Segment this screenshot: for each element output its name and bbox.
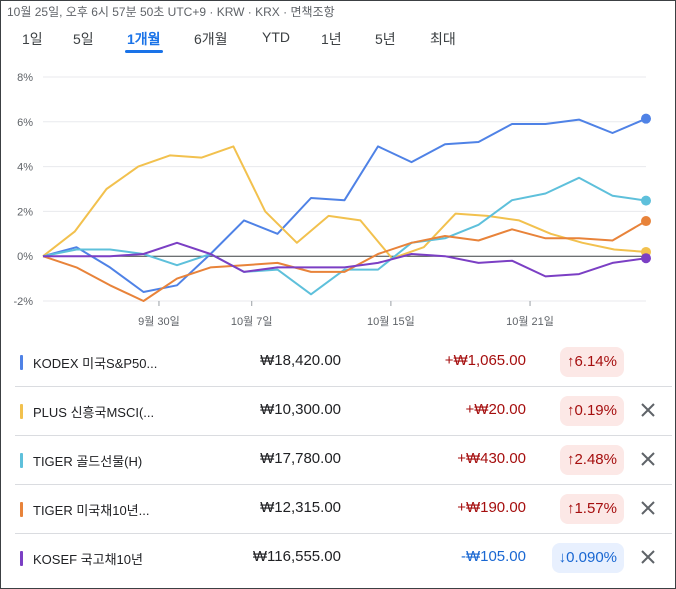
remove-close-icon[interactable] [639,499,657,517]
holding-change: -₩105.00 [460,548,526,565]
series-line [43,241,647,278]
remove-close-icon[interactable] [639,450,657,468]
tab-1y[interactable]: 1년 [321,31,342,47]
holding-row[interactable]: TIGER 미국채10년... ₩12,315.00 +₩190.00 ↑1.5… [15,485,672,534]
holding-price: ₩12,315.00 [260,499,341,516]
series-end-point [641,216,651,227]
percent-value: 0.19% [574,402,617,419]
arrow-up-icon: ↑ [566,402,575,419]
holding-name: PLUS 신흥국MSCI(... [33,405,155,420]
series-line [42,220,647,302]
x-tick-label: 10월 21일 [506,314,554,328]
series-color-swatch [20,453,23,468]
holding-name: TIGER 골드선물(H) [33,454,143,469]
series-end-point [641,195,651,206]
holding-name: TIGER 미국채10년... [33,503,150,518]
arrow-up-icon: ↑ [566,451,575,468]
series-color-swatch [20,404,23,419]
arrow-up-icon: ↑ [566,353,575,370]
tab-5d[interactable]: 5일 [73,31,94,47]
y-tick-label: -2% [13,296,33,308]
tab-1d[interactable]: 1일 [22,31,43,47]
arrow-down-icon: ↓ [558,549,567,566]
holding-change: +₩1,065.00 [444,352,526,369]
y-tick-label: 6% [17,117,33,129]
holding-row[interactable]: KOSEF 국고채10년 ₩116,555.00 -₩105.00 ↓0.090… [15,534,672,582]
percent-badge: ↑1.57% [559,494,624,524]
percent-badge: ↑2.48% [559,445,624,475]
tab-ytd[interactable]: YTD [262,29,290,45]
remove-close-icon[interactable] [639,548,657,566]
series-color-swatch [20,551,23,566]
percent-value: 2.48% [574,451,617,468]
holding-row[interactable]: KODEX 미국S&P50... ₩18,420.00 +₩1,065.00 ↑… [15,338,672,387]
timestamp-disclaimer: 10월 25일, 오후 6시 57분 50초 UTC+9 · KRW · KRX… [7,5,335,19]
y-tick-label: 2% [17,206,33,218]
remove-close-icon[interactable] [639,401,657,419]
tab-5y[interactable]: 5년 [375,31,396,47]
percent-value: 6.14% [574,353,617,370]
tab-1m[interactable]: 1개월 [125,31,163,53]
series-line [42,117,647,293]
series-end-point [641,253,651,264]
y-tick-label: 8% [17,72,33,84]
tab-max[interactable]: 최대 [430,31,456,47]
x-tick-label: 10월 7일 [231,314,273,328]
holding-name: KOSEF 국고채10년 [33,552,143,567]
series-color-swatch [20,355,23,370]
holding-name: KODEX 미국S&P50... [33,356,158,371]
arrow-up-icon: ↑ [566,500,575,517]
holding-change: +₩20.00 [465,401,526,418]
holding-change: +₩190.00 [457,499,526,516]
tab-6m[interactable]: 6개월 [194,31,228,47]
comparison-line-chart[interactable]: -2% 0% 2% 4% 6% 8% 9월 30일 10월 7일 10월 15일 10월 21일 [0,60,676,330]
series-color-swatch [20,502,23,517]
holding-price: ₩17,780.00 [260,450,341,467]
holding-row[interactable]: TIGER 골드선물(H) ₩17,780.00 +₩430.00 ↑2.48% [15,436,672,485]
x-tick-label: 9월 30일 [138,314,180,328]
holding-price: ₩10,300.00 [260,401,341,418]
holding-change: +₩430.00 [457,450,526,467]
holding-row[interactable]: PLUS 신흥국MSCI(... ₩10,300.00 +₩20.00 ↑0.1… [15,387,672,436]
y-tick-label: 4% [17,162,33,174]
x-tick-label: 10월 15일 [367,314,415,328]
range-tabs: 1일 5일 1개월 6개월 YTD 1년 5년 최대 [0,29,676,55]
percent-badge: ↑0.19% [559,396,624,426]
holding-price: ₩18,420.00 [260,352,341,369]
series-line [42,145,647,260]
holding-price: ₩116,555.00 [252,548,341,565]
percent-value: 1.57% [574,500,617,517]
series-end-point [641,113,651,124]
percent-badge: ↑6.14% [559,347,624,377]
percent-value: 0.090% [566,549,617,566]
y-tick-label: 0% [17,251,33,263]
percent-badge: ↓0.090% [551,543,624,573]
